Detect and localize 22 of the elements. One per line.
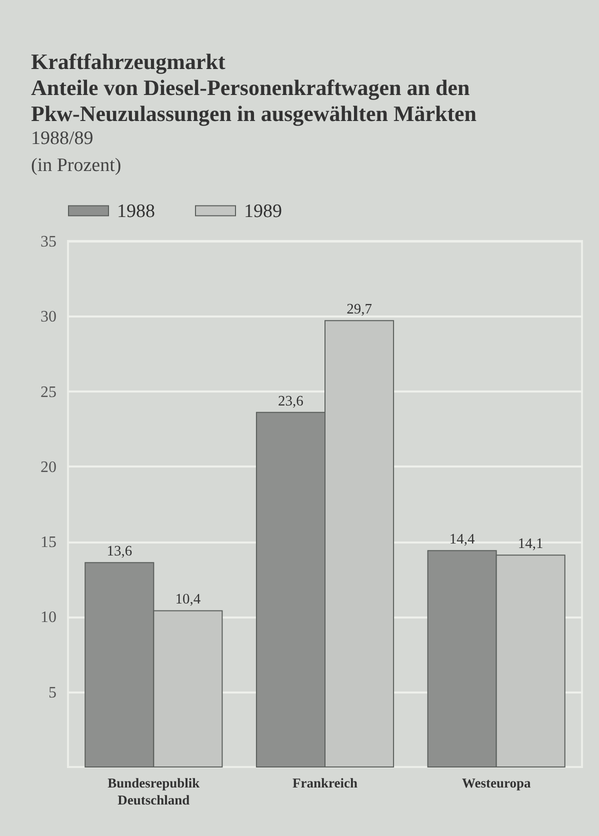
- text: 1988/89: [31, 128, 94, 149]
- y-axis-title: (in Prozent): [31, 155, 122, 176]
- y-tick-label: 25: [40, 384, 56, 401]
- y-tick-label: 20: [40, 458, 56, 476]
- legend-label: 1989: [244, 200, 282, 222]
- data-label: 13,6: [106, 544, 132, 560]
- y-tick-label: 30: [40, 308, 56, 326]
- x-tick-label: Bundesrepublik Deutschland: [108, 776, 200, 808]
- y-tick-label: 5: [48, 684, 56, 702]
- legend-label: 1988: [117, 200, 155, 222]
- y-tick-label: 10: [40, 609, 56, 626]
- x-tick-label: Frankreich: [292, 776, 358, 790]
- data-label: 10,4: [175, 592, 202, 608]
- data-label: 23,6: [278, 393, 304, 410]
- data-label: 29,7: [346, 302, 372, 318]
- y-tick-label: 35: [40, 234, 56, 250]
- x-tick-label: Westeuropa: [462, 776, 531, 790]
- chart-title: Kraftfahrzeugmarkt: [31, 49, 226, 74]
- data-label: 14,4: [449, 532, 476, 548]
- chart-subtitle: Anteile von Diesel-Personenkraftwagen an den Pkw-Neuzulassungen in ausgewählten Märkten: [31, 75, 477, 126]
- data-label: 14,1: [518, 536, 544, 552]
- y-tick-label: 15: [40, 534, 56, 552]
